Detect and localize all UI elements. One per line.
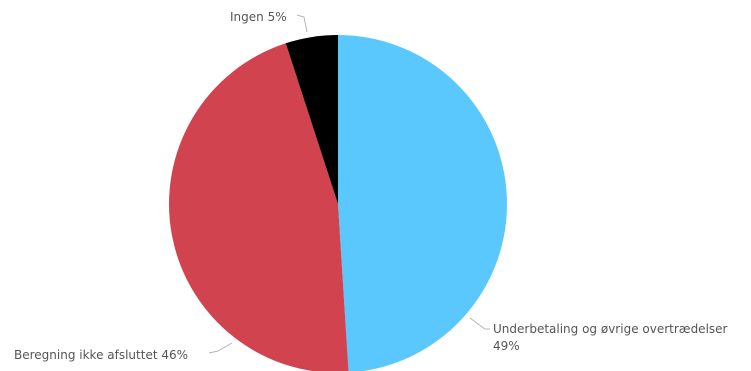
leader-line-beregning	[208, 342, 233, 354]
leader-line-underbetaling	[469, 317, 490, 330]
slice-label-beregning: Beregning ikke afsluttet 46%	[14, 348, 188, 362]
slice-label-underbetaling: Underbetaling og øvrige overtrædelser	[493, 322, 728, 336]
pie-slice-2	[285, 35, 338, 204]
pie-slice-0	[338, 35, 508, 371]
slice-label-ingen: Ingen 5%	[230, 10, 287, 24]
pie-slices	[168, 35, 508, 371]
slice-value-underbetaling: 49%	[493, 339, 520, 353]
leader-line-ingen	[296, 14, 308, 33]
pie-slice-1	[168, 43, 349, 371]
